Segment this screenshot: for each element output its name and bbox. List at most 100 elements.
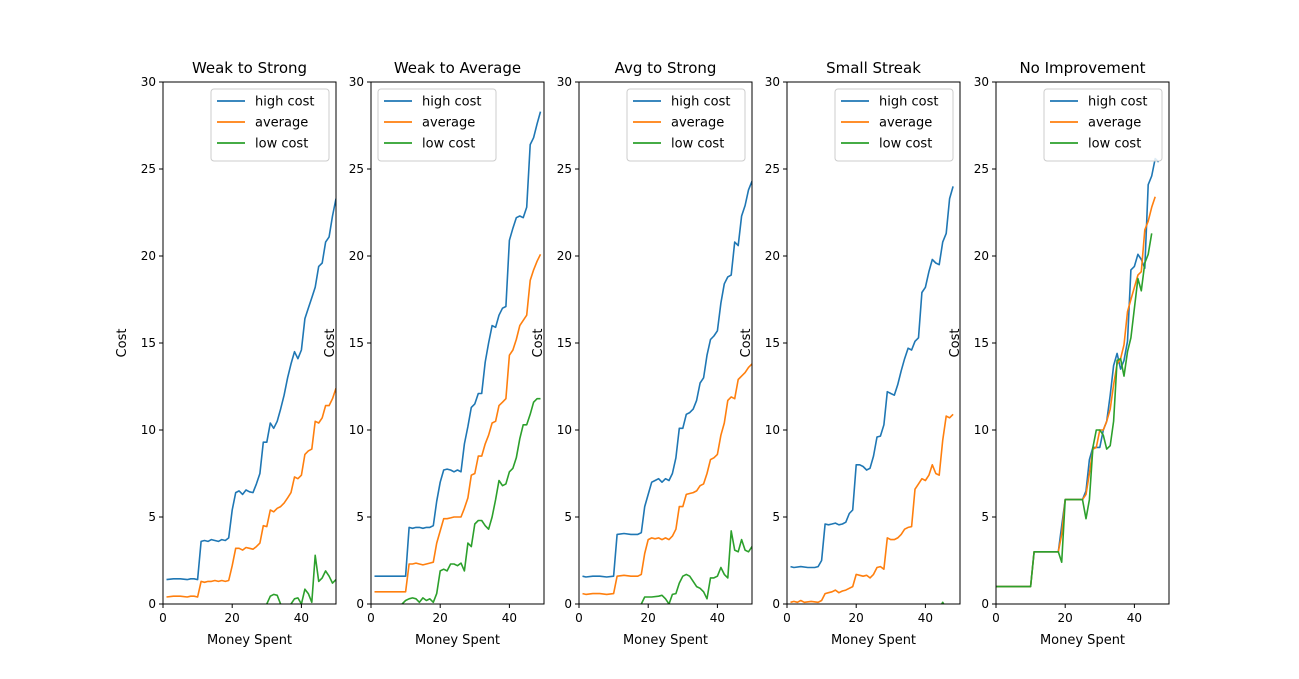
x-tick-label: 40 — [710, 611, 725, 625]
y-tick-label: 5 — [772, 510, 780, 524]
series-line-low-cost — [640, 530, 752, 604]
y-tick-label: 20 — [141, 249, 156, 263]
y-tick-label: 0 — [356, 597, 364, 611]
legend-entry-label: high cost — [1088, 95, 1147, 110]
series-line-high-cost — [790, 186, 954, 569]
y-tick-label: 15 — [765, 336, 780, 350]
y-tick-label: 10 — [141, 423, 156, 437]
y-axis-label: Cost — [739, 329, 754, 358]
series-line-low-cost-part-1 — [266, 593, 282, 604]
x-tick-label: 0 — [992, 611, 1000, 625]
x-axis-label: Money Spent — [415, 633, 500, 648]
legend-entry-label: average — [255, 116, 308, 131]
series-line-average — [996, 196, 1156, 588]
y-tick-label: 0 — [148, 597, 156, 611]
legend-entry-label: low cost — [1088, 137, 1141, 152]
x-tick-label: 20 — [433, 611, 448, 625]
x-tick-label: 0 — [159, 611, 167, 625]
subplot-3: 0 20 40 0 5 10 15 20 25 30 Avg to Strong Money Spen… — [531, 59, 753, 648]
x-tick-label: 40 — [1127, 611, 1142, 625]
y-tick-label: 25 — [349, 162, 364, 176]
series-line-low-cost — [941, 601, 945, 604]
series-line-average — [374, 253, 542, 593]
subplot-4: 0 20 40 0 5 10 15 20 25 30 Small Streak Money Spent… — [739, 59, 961, 648]
x-tick-label: 20 — [1058, 611, 1073, 625]
y-tick-label: 0 — [981, 597, 989, 611]
y-tick-label: 30 — [349, 75, 364, 89]
y-tick-label: 15 — [141, 336, 156, 350]
x-tick-label: 40 — [502, 611, 517, 625]
series-line-low-cost — [996, 233, 1153, 588]
x-tick-label: 40 — [294, 611, 309, 625]
y-tick-label: 5 — [148, 510, 156, 524]
subplot-title: Small Streak — [826, 59, 921, 77]
subplot-title: No Improvement — [1019, 59, 1145, 77]
y-tick-label: 10 — [765, 423, 780, 437]
y-tick-label: 20 — [557, 249, 572, 263]
y-tick-label: 15 — [349, 336, 364, 350]
x-tick-label: 20 — [641, 611, 656, 625]
legend-entry-label: low cost — [879, 137, 932, 152]
legend-entry-label: average — [671, 116, 724, 131]
x-axis-label: Money Spent — [1040, 633, 1125, 648]
y-tick-label: 10 — [557, 423, 572, 437]
x-tick-label: 40 — [918, 611, 933, 625]
series-line-average — [582, 363, 752, 596]
series-line-average — [790, 413, 954, 604]
y-tick-label: 25 — [765, 162, 780, 176]
y-tick-label: 5 — [564, 510, 572, 524]
subplot-2: 0 20 40 0 5 10 15 20 25 30 Weak to Average Money Sp… — [323, 59, 545, 648]
y-tick-label: 10 — [349, 423, 364, 437]
legend-entry-label: high cost — [255, 95, 314, 110]
series-line-low-cost — [401, 397, 541, 604]
series-line-low-cost-part-2 — [290, 554, 336, 604]
subplot-title: Weak to Average — [394, 59, 521, 77]
y-axis-label: Cost — [531, 329, 546, 358]
y-tick-label: 0 — [772, 597, 780, 611]
y-axis-label: Cost — [323, 329, 338, 358]
x-axis-label: Money Spent — [831, 633, 916, 648]
y-tick-label: 30 — [557, 75, 572, 89]
x-tick-label: 0 — [783, 611, 791, 625]
legend-entry-label: low cost — [422, 137, 475, 152]
series-line-high-cost — [166, 198, 336, 581]
legend: high cost average low cost — [1043, 88, 1163, 162]
x-axis-label: Money Spent — [623, 633, 708, 648]
legend: high cost average low cost — [210, 88, 330, 162]
x-tick-label: 20 — [849, 611, 864, 625]
legend-entry-label: high cost — [422, 95, 481, 110]
y-tick-label: 15 — [974, 336, 989, 350]
y-tick-label: 25 — [557, 162, 572, 176]
y-tick-label: 20 — [349, 249, 364, 263]
legend: high cost average low cost — [834, 88, 954, 162]
subplot-title: Weak to Strong — [192, 59, 307, 77]
x-tick-label: 20 — [225, 611, 240, 625]
legend-entry-label: average — [879, 116, 932, 131]
y-tick-label: 30 — [974, 75, 989, 89]
legend-entry-label: average — [422, 116, 475, 131]
subplot-title: Avg to Strong — [615, 59, 717, 77]
y-axis-label: Cost — [115, 329, 130, 358]
y-tick-label: 20 — [765, 249, 780, 263]
x-tick-label: 0 — [367, 611, 375, 625]
y-tick-label: 20 — [974, 249, 989, 263]
x-tick-label: 0 — [575, 611, 583, 625]
legend: high cost average low cost — [626, 88, 746, 162]
y-tick-label: 25 — [974, 162, 989, 176]
legend-entry-label: low cost — [671, 137, 724, 152]
series-line-high-cost — [374, 111, 542, 577]
y-tick-label: 5 — [356, 510, 364, 524]
y-tick-label: 0 — [564, 597, 572, 611]
legend: high cost average low cost — [377, 88, 497, 162]
legend-entry-label: average — [1088, 116, 1141, 131]
y-tick-label: 30 — [765, 75, 780, 89]
y-tick-label: 5 — [981, 510, 989, 524]
y-tick-label: 25 — [141, 162, 156, 176]
legend-entry-label: high cost — [879, 95, 938, 110]
series-line-high-cost — [582, 180, 752, 578]
legend-entry-label: low cost — [255, 137, 308, 152]
subplot-5: 0 20 40 0 5 10 15 20 25 30 No Improvement Money Spe… — [948, 59, 1170, 648]
series-line-average — [166, 387, 336, 598]
y-tick-label: 10 — [974, 423, 989, 437]
